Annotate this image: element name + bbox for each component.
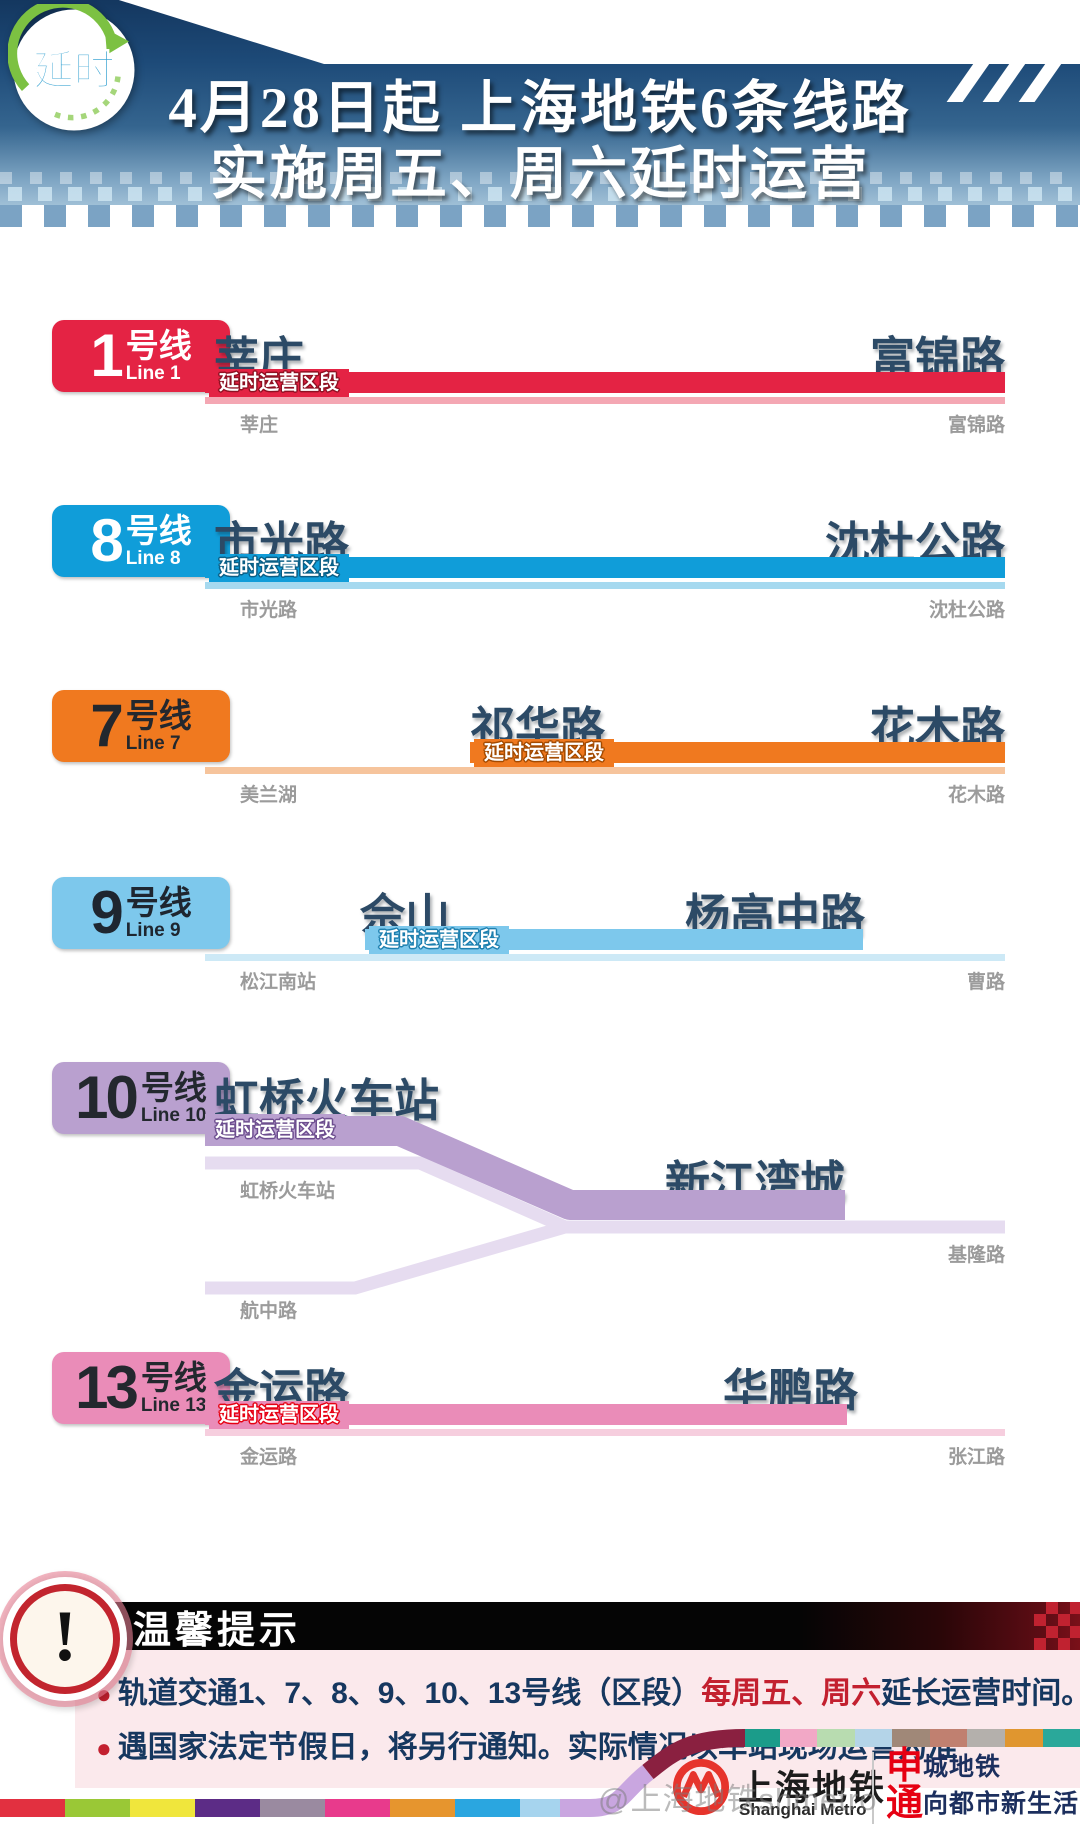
checker-row — [0, 205, 1080, 227]
line-suffix: 号线 — [125, 697, 192, 735]
line-en-name: Line 13 — [140, 1394, 207, 1416]
full-line-bar — [205, 582, 1005, 589]
ribbon-segment — [0, 1799, 65, 1817]
line-number: 1 — [90, 322, 123, 389]
checker-row — [0, 187, 1080, 201]
line-suffix: 号线 — [125, 327, 192, 365]
checker-row — [0, 172, 1080, 184]
extended-segment-tag: 延时运营区段 — [209, 369, 349, 397]
delay-circle-icon: 延时 — [8, 4, 135, 131]
line9-badge: 9 号线 Line 9 — [52, 877, 230, 949]
extended-segment-tag: 延时运营区段 — [369, 926, 509, 954]
terminus-label-left: 虹桥火车站 — [240, 1181, 336, 1202]
line-number: 13 — [75, 1354, 139, 1421]
tips-title: 温馨提示 — [133, 1609, 302, 1652]
ribbon-segment — [1042, 1729, 1080, 1747]
footer-slogan: 申城地铁 通向都市新生活 — [886, 1746, 1080, 1824]
terminus-label-right: 张江路 — [947, 1447, 1005, 1468]
line1-badge: 1 号线 Line 1 — [52, 320, 230, 392]
tips-highlight: 每周五、周六 — [701, 1677, 882, 1710]
line-en-name: Line 1 — [125, 362, 181, 384]
bullet-dot: ● — [96, 1679, 112, 1709]
ribbon-segment — [779, 1729, 818, 1747]
bullet-dot: ● — [96, 1733, 112, 1763]
extended-segment-tag: 延时运营区段 — [205, 1114, 345, 1146]
terminus-label-right: 花木路 — [947, 785, 1005, 806]
extended-segment-tag: 延时运营区段 — [474, 739, 614, 767]
red-checker-decoration — [1034, 1602, 1080, 1650]
extended-segment-bar — [205, 372, 1005, 393]
terminus-label-left: 金运路 — [240, 1447, 298, 1468]
terminus-label-left: 美兰湖 — [240, 785, 298, 806]
slogan-char: 通 — [886, 1783, 923, 1824]
rainbow-ribbon-top — [742, 1729, 1080, 1747]
extended-segment-tag: 延时运营区段 — [209, 554, 349, 582]
line-suffix: 号线 — [125, 884, 192, 922]
ribbon-segment — [390, 1799, 455, 1817]
exclamation-icon: ! — [10, 1584, 120, 1694]
extended-segment-bar — [205, 557, 1005, 578]
terminus-label-right: 曹路 — [966, 972, 1005, 993]
tips-panel — [75, 1650, 1080, 1788]
ribbon-segment — [742, 1729, 780, 1747]
ribbon-segment — [325, 1799, 390, 1817]
terminus-label-left: 松江南站 — [240, 972, 317, 993]
full-line-bar — [205, 767, 1005, 774]
rainbow-ribbon-bottom — [0, 1799, 585, 1817]
header-white-band — [118, 0, 1080, 64]
terminus-label-left: 莘庄 — [240, 415, 279, 436]
line7-badge: 7 号线 Line 7 — [52, 690, 230, 762]
terminus-label-left: 市光路 — [240, 600, 298, 621]
terminus-label-right: 沈杜公路 — [928, 600, 1005, 621]
line-en-name: Line 8 — [125, 547, 181, 569]
ribbon-segment — [455, 1799, 520, 1817]
line-suffix: 号线 — [140, 1069, 207, 1107]
slogan-char: 申 — [886, 1746, 923, 1787]
delay-badge-text: 延时 — [33, 47, 114, 93]
line-en-name: Line 7 — [125, 732, 181, 754]
ribbon-segment — [854, 1729, 893, 1747]
line-number: 10 — [75, 1064, 139, 1131]
full-line-bar — [205, 397, 1005, 404]
tips-bullet-1: ● 轨道交通1、7、8、9、10、13号线（区段）每周五、周六延长运营时间。 — [96, 1677, 1080, 1710]
ribbon-segment — [967, 1729, 1005, 1747]
line-suffix: 号线 — [125, 512, 192, 550]
watermark: @上海地铁shmetro — [598, 1782, 878, 1817]
ribbon-curve — [560, 1729, 746, 1817]
extended-segment-bar — [205, 1404, 847, 1425]
line-en-name: Line 9 — [125, 919, 181, 941]
line8-badge: 8 号线 Line 8 — [52, 505, 230, 577]
line-en-name: Line 10 — [140, 1104, 207, 1126]
line-suffix: 号线 — [140, 1359, 207, 1397]
ribbon-segment — [929, 1729, 968, 1747]
poster-title-line1: 4月28日起 上海地铁6条线路 — [168, 77, 912, 140]
line10-badge: 10 号线 Line 10 — [52, 1062, 230, 1134]
line13-badge: 13 号线 Line 13 — [52, 1352, 230, 1424]
exclamation-glyph: ! — [53, 1596, 77, 1676]
ribbon-segment — [817, 1729, 855, 1747]
metro-logo-cn-text: 上海地铁 — [738, 1769, 887, 1808]
ribbon-segment — [195, 1799, 260, 1817]
ribbon-segment — [260, 1799, 325, 1817]
full-line-bar — [205, 954, 1005, 961]
ribbon-segment — [892, 1729, 930, 1747]
terminus-label-right: 基隆路 — [947, 1245, 1005, 1266]
shanghai-metro-logo — [672, 1758, 730, 1816]
branch-terminus-label: 航中路 — [240, 1301, 298, 1322]
footer-divider — [872, 1752, 874, 1824]
ribbon-segment — [130, 1799, 195, 1817]
extended-segment-tag: 延时运营区段 — [209, 1401, 349, 1429]
line-number: 8 — [90, 507, 123, 574]
poster-title-line2: 实施周五、周六延时运营 — [210, 143, 870, 206]
full-line-bar — [205, 1429, 1005, 1436]
line-number: 7 — [90, 692, 123, 759]
ribbon-segment — [65, 1799, 130, 1817]
header-banner: 4月28日起 上海地铁6条线路 实施周五、周六延时运营 — [0, 0, 1080, 206]
metro-logo-en-text: Shanghai Metro — [739, 1800, 867, 1819]
ribbon-segment — [1004, 1729, 1043, 1747]
line-number: 9 — [90, 879, 123, 946]
tips-title-bar: 温馨提示 — [85, 1602, 1080, 1652]
terminus-label-right: 富锦路 — [947, 415, 1005, 436]
